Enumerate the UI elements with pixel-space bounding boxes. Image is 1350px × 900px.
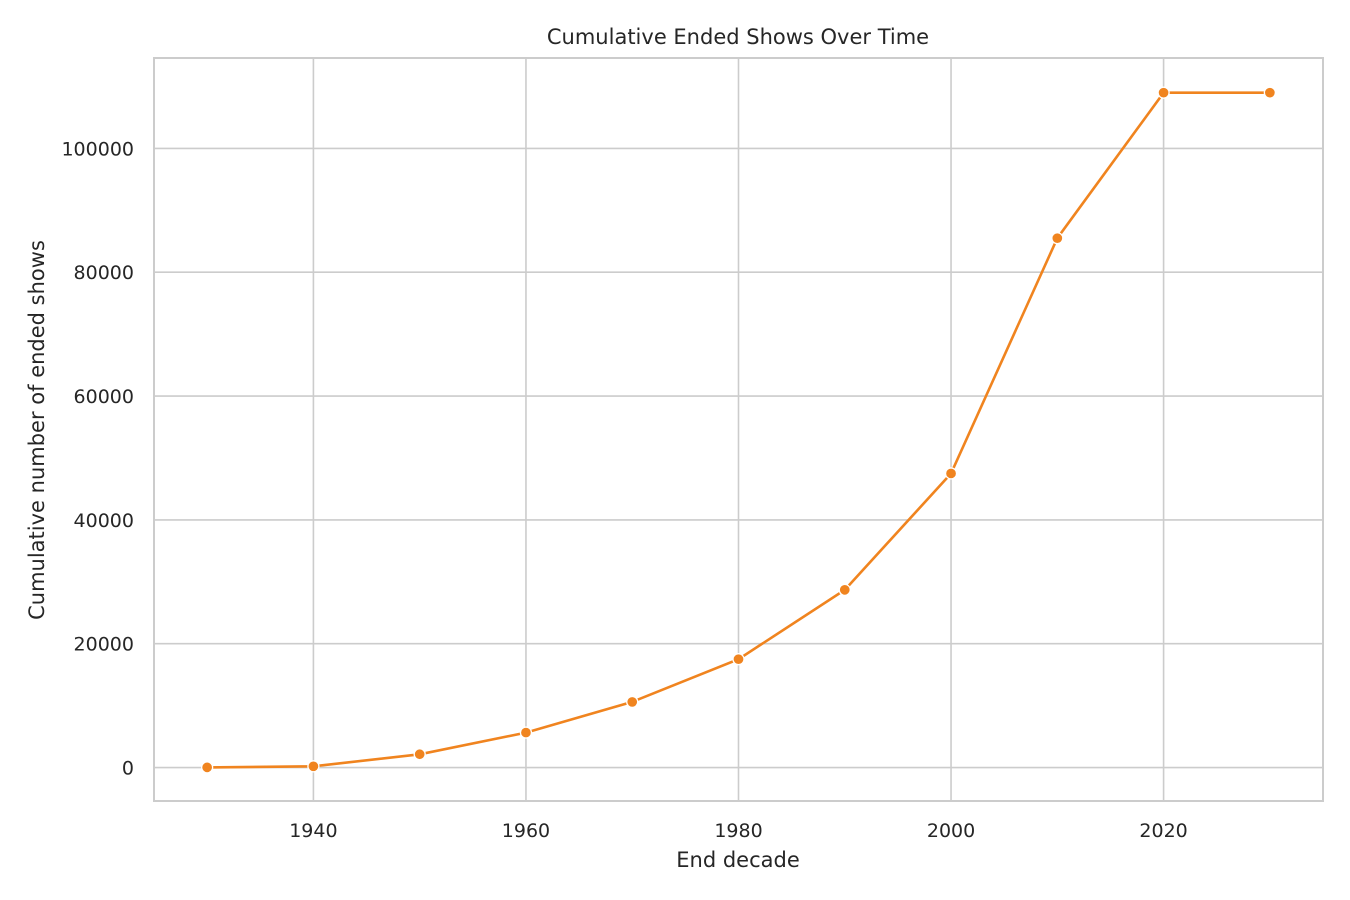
series-markers [200,86,1277,774]
y-tick-label: 80000 [74,262,134,284]
plot-frame [153,57,1324,802]
y-tick-label: 40000 [74,510,134,532]
y-tick-label: 100000 [61,138,134,160]
data-point [413,748,426,761]
data-point [626,695,639,709]
x-tick-label: 2020 [1139,820,1187,842]
data-point [944,467,958,480]
y-tick-label: 20000 [74,634,134,656]
grid [154,58,1323,801]
data-point [1051,232,1064,245]
x-tick-label: 1940 [289,820,337,842]
data-point [519,726,533,739]
y-tick-label: 60000 [74,386,134,408]
data-point [732,653,745,666]
chart-title: Cumulative Ended Shows Over Time [547,25,929,49]
data-point [1263,86,1277,99]
y-tick-label: 0 [122,758,134,780]
x-axis-label: End decade [676,848,800,872]
x-tick-label: 2000 [927,820,975,842]
x-axis-ticks: 1940 1960 1980 2000 2020 [289,820,1188,842]
y-axis-ticks: 0 20000 40000 60000 80000 100000 [61,138,134,779]
y-axis-label: Cumulative number of ended shows [25,240,49,620]
data-point [200,761,214,774]
data-point [1157,86,1170,99]
data-point [838,583,851,597]
data-point [307,760,320,773]
x-tick-label: 1960 [502,820,550,842]
x-tick-label: 1980 [714,820,762,842]
